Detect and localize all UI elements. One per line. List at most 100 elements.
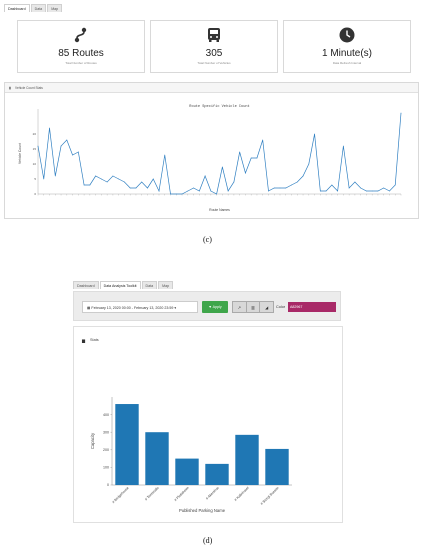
tab-data-analysis-toolkit[interactable]: Data Analysis Toolkit [99, 281, 141, 289]
vehicle-count-point [343, 145, 344, 147]
y-tick-label: 0 [34, 192, 36, 196]
line-chart-type-icon[interactable]: ↗ [233, 302, 247, 312]
analysis-toolbar: ▦ February 13, 2020 00:00 - February 13,… [73, 291, 341, 321]
vehicle-count-point [147, 187, 148, 189]
date-range-value: February 13, 2020 00:00 - February 13, 2… [91, 306, 174, 310]
vehicle-count-point [377, 190, 379, 192]
tab-dashboard-2[interactable]: Dashboard [73, 281, 99, 289]
stats-panel: ▆ Stats 0 100 200 300 400 # Bridgehouse # Term… [73, 326, 343, 523]
area-chart-type-icon[interactable]: ◢ [265, 305, 269, 310]
vehicle-count-point [37, 145, 39, 147]
vehicles-value: 305 [205, 48, 223, 59]
vehicle-count-point [239, 151, 241, 153]
vehicle-count-panel-header: ▮ Vehicle Count Stats [5, 83, 418, 93]
apply-button[interactable]: ▼ Apply [202, 301, 228, 313]
vehicle-count-point [187, 190, 189, 192]
vehicle-count-point [141, 181, 143, 183]
vehicle-count-point [66, 139, 68, 141]
color-input[interactable]: A82967 [288, 302, 336, 312]
y-tick-label: 5 [34, 177, 36, 181]
vehicle-count-point [285, 187, 287, 189]
vehicle-count-point [124, 181, 125, 183]
refresh-subtitle: Data Refresh Interval [332, 60, 362, 65]
capacity-bar [115, 404, 139, 485]
routes-value: 85 Routes [58, 48, 104, 59]
vehicles-card: 305 Total Number of Vehicles [150, 20, 278, 73]
vehicle-count-point [308, 163, 310, 165]
bar-chart-type-icon[interactable]: ▥ [247, 302, 261, 312]
bar-y-tick-label: 300 [103, 430, 109, 434]
vehicle-count-point [389, 190, 390, 192]
vehicle-count-point [83, 184, 85, 186]
vehicle-count-point [101, 178, 102, 180]
bus-icon [208, 28, 220, 42]
vehicle-count-point [89, 184, 91, 186]
vehicle-count-point [72, 154, 73, 156]
vehicle-count-point [164, 154, 166, 156]
vehicles-subtitle: Total Number of Vehicles [197, 60, 231, 65]
vehicle-count-point [245, 172, 246, 174]
bar-y-tick-label: 200 [103, 448, 109, 452]
vehicle-count-point [233, 181, 235, 183]
vehicle-count-point [227, 190, 229, 192]
refresh-value: 1 Minute(s) [321, 48, 372, 59]
bar-category-label: # Kalinhuset [234, 486, 250, 502]
caption-d: (d) [203, 536, 213, 545]
bar-chart-xlabel: Published Parking Name [179, 508, 226, 513]
vehicle-count-point [152, 178, 154, 180]
vehicle-count-point [400, 112, 402, 114]
vehicle-count-point [222, 166, 223, 168]
capacity-bar [175, 458, 199, 485]
routes-card: 85 Routes Total Number of Routes [17, 20, 145, 73]
vehicle-count-point [302, 175, 304, 177]
vehicle-count-point [383, 187, 385, 189]
vehicle-count-point [319, 190, 321, 192]
top-nav-tabs: Dashboard Data Map [4, 4, 63, 12]
parking-capacity-bar-chart: 0 100 200 300 400 # Bridgehouse # Terminalis # … [90, 397, 292, 513]
vehicle-count-point [273, 187, 275, 189]
filter-icon: ▼ [208, 305, 213, 309]
vehicle-count-panel: ▮ Vehicle Count Stats Route Specific Veh… [4, 82, 419, 219]
tab-data[interactable]: Data [30, 4, 47, 12]
caption-c: (c) [203, 235, 212, 244]
vehicle-count-point [279, 187, 281, 189]
vehicle-count-point [193, 187, 194, 189]
apply-label: Apply [212, 305, 222, 309]
top-chart-title: Route Specific Vehicle Count [189, 104, 249, 109]
calendar-icon: ▦ [87, 306, 92, 310]
vehicle-count-point [129, 187, 131, 189]
vehicle-count-series-line [37, 112, 402, 195]
vehicle-count-point [181, 193, 183, 195]
vehicle-count-point [331, 184, 333, 186]
caret-down-icon: ▾ [173, 306, 177, 310]
y-tick-label: 20 [33, 132, 37, 136]
y-tick-label: 10 [33, 162, 37, 166]
tab-map-2[interactable]: Map [158, 281, 174, 289]
vehicle-count-point [112, 175, 114, 177]
capacity-bar [205, 463, 229, 485]
refresh-card: 1 Minute(s) Data Refresh Interval [283, 20, 411, 73]
vehicle-count-point [354, 181, 356, 183]
bar-category-label: # Terminalis [144, 486, 160, 502]
vehicle-count-point [394, 184, 396, 186]
tab-map[interactable]: Map [47, 4, 63, 12]
vehicle-count-panel-title: Vehicle Count Stats [15, 86, 43, 90]
capacity-bar [145, 432, 169, 485]
vehicle-count-point [77, 151, 79, 153]
capacity-bar [235, 434, 259, 485]
vehicle-count-point [325, 190, 327, 192]
routes-subtitle: Total Number of Routes [65, 60, 97, 65]
vehicle-count-point [158, 190, 160, 192]
vehicle-count-point [95, 175, 96, 177]
vehicle-count-point [49, 127, 50, 129]
vehicle-count-point [118, 178, 120, 180]
bar-y-tick-label: 0 [107, 483, 109, 487]
vehicle-count-point [250, 157, 252, 159]
date-range-picker[interactable]: ▦ February 13, 2020 00:00 - February 13,… [82, 301, 198, 313]
chart-type-selector: ↗ ▥ ◢ [232, 301, 274, 313]
tab-data-2[interactable]: Data [141, 281, 158, 289]
vehicle-count-point [256, 157, 258, 159]
vehicle-count-point [54, 175, 56, 177]
tab-dashboard[interactable]: Dashboard [4, 4, 30, 12]
route-vehicle-line-chart: Route Specific Vehicle Count 0 5 10 15 20 Vehi… [18, 104, 402, 212]
